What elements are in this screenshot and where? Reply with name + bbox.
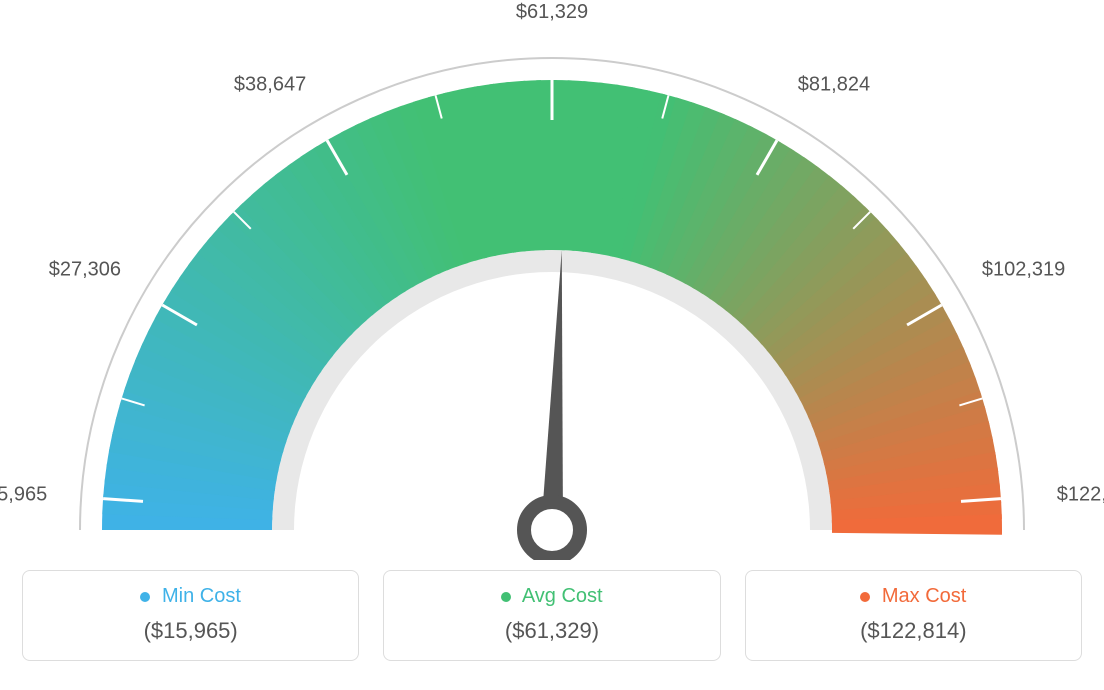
gauge-tick-label: $27,306 (49, 259, 121, 282)
legend-title-text: Avg Cost (522, 585, 603, 607)
legend-value-avg: ($61,329) (394, 618, 709, 644)
gauge-tick-label: $38,647 (234, 73, 306, 96)
gauge-tick-label: $81,824 (798, 73, 870, 96)
legend-value-min: ($15,965) (33, 618, 348, 644)
dot-icon (860, 592, 870, 602)
cost-gauge: $15,965$27,306$38,647$61,329$81,824$102,… (22, 20, 1082, 560)
legend-title-text: Max Cost (882, 585, 966, 607)
dot-icon (140, 592, 150, 602)
legend-value-max: ($122,814) (756, 618, 1071, 644)
legend-title-avg: Avg Cost (394, 585, 709, 608)
legend-card-max: Max Cost ($122,814) (745, 570, 1082, 661)
dot-icon (501, 592, 511, 602)
legend-title-text: Min Cost (162, 585, 241, 607)
gauge-tick-label: $61,329 (516, 1, 588, 24)
gauge-svg (22, 20, 1082, 560)
gauge-tick-label: $122,814 (1057, 483, 1104, 506)
legend-card-min: Min Cost ($15,965) (22, 570, 359, 661)
legend-card-avg: Avg Cost ($61,329) (383, 570, 720, 661)
legend-row: Min Cost ($15,965) Avg Cost ($61,329) Ma… (22, 570, 1082, 661)
gauge-tick-label: $15,965 (0, 483, 47, 506)
legend-title-max: Max Cost (756, 585, 1071, 608)
gauge-tick-label: $102,319 (982, 259, 1065, 282)
legend-title-min: Min Cost (33, 585, 348, 608)
